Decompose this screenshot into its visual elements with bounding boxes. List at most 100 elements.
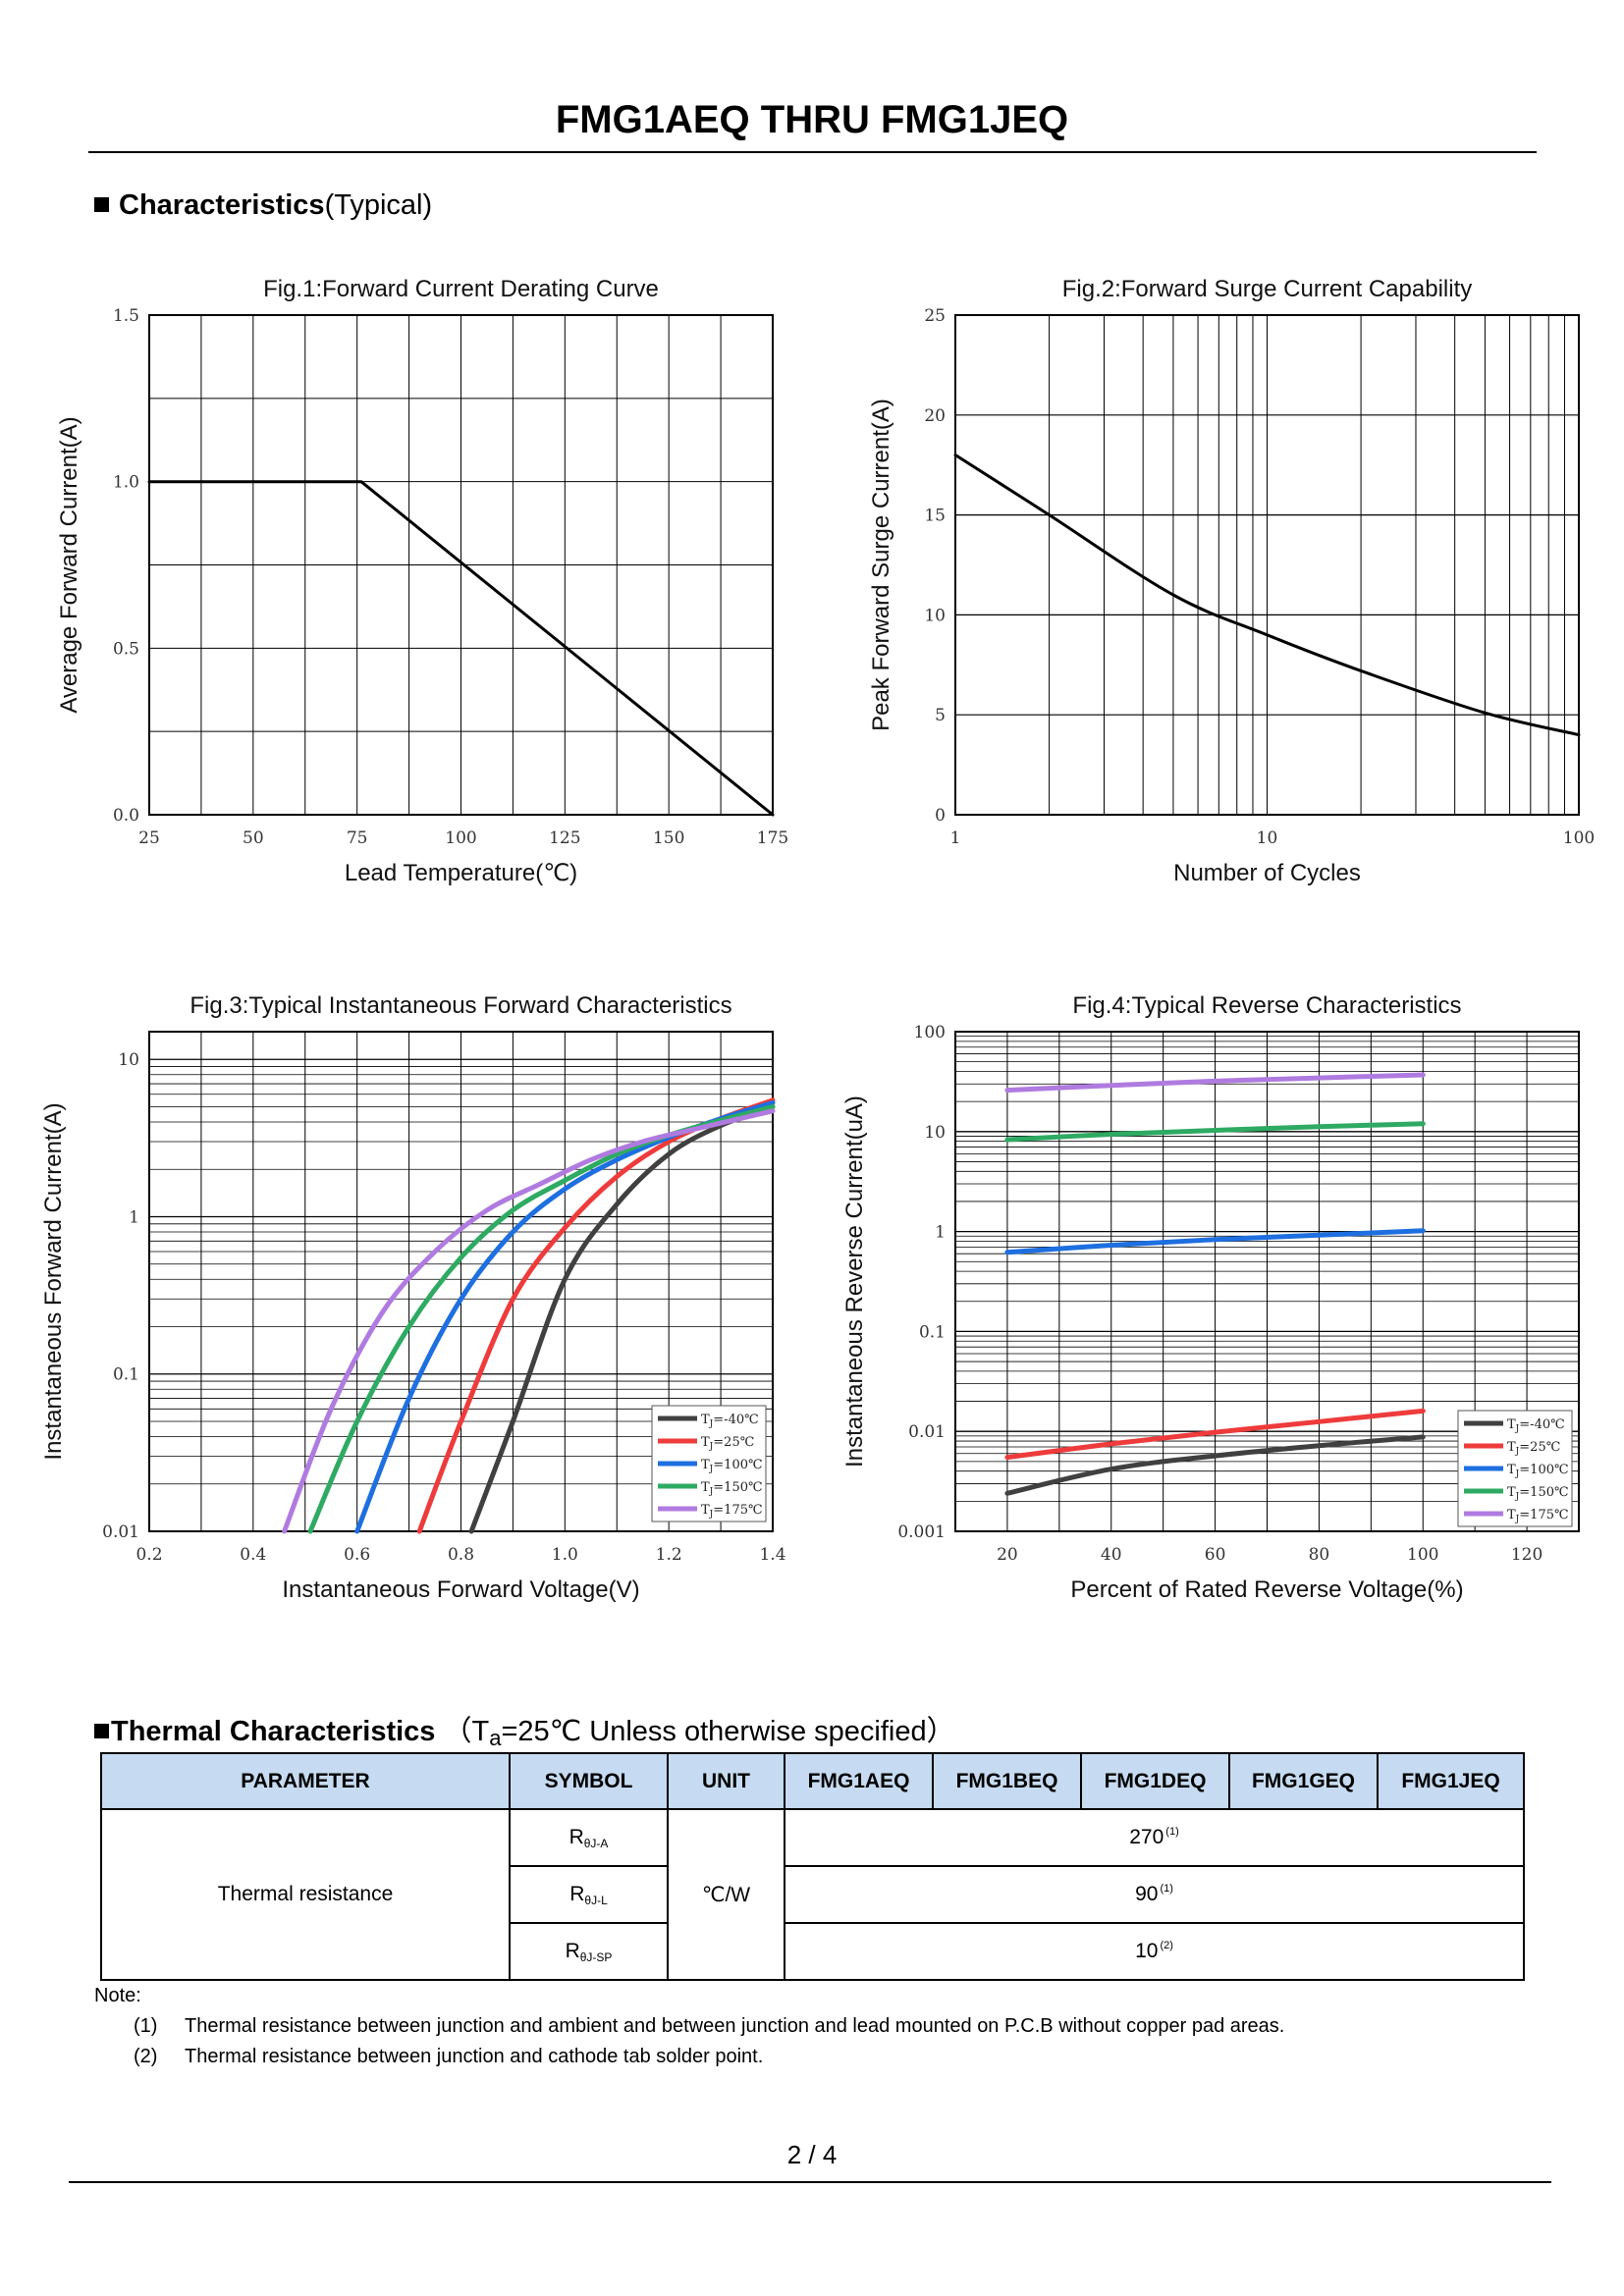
legend-label: TJ=-40℃	[701, 1413, 759, 1429]
legend-subscript: J	[1515, 1424, 1520, 1434]
symbol-cell: RθJ-A	[509, 1808, 669, 1867]
x-tick-label: 1	[950, 828, 961, 848]
header-fmg1aeq: FMG1AEQ	[784, 1752, 934, 1810]
header-parameter: PARAMETER	[100, 1752, 511, 1810]
x-tick-label: 50	[243, 828, 264, 848]
x-tick-label: 100	[445, 828, 476, 848]
section-characteristics-normal: (Typical)	[324, 189, 433, 221]
legend-temp: =100℃	[1519, 1463, 1568, 1477]
note-text: Thermal resistance between junction and …	[185, 2046, 764, 2067]
value-text: 90	[1135, 1883, 1159, 1905]
header-symbol: SYMBOL	[509, 1752, 669, 1810]
y-tick-label: 25	[924, 306, 946, 326]
legend-subscript: J	[1515, 1447, 1520, 1457]
legend-temp: =-40℃	[713, 1413, 758, 1427]
x-tick-label: 0.2	[135, 1545, 162, 1565]
value-cell: 10 (2)	[784, 1922, 1525, 1981]
legend-prefix: T	[701, 1503, 710, 1518]
x-tick-label: 10	[1257, 828, 1278, 848]
x-tick-label: 120	[1511, 1545, 1543, 1565]
x-tick-label: 0.6	[344, 1545, 370, 1565]
title-rule	[88, 151, 1537, 153]
x-tick-label: 25	[138, 828, 160, 848]
y-tick-label: 0.1	[919, 1322, 946, 1342]
header-unit: UNIT	[667, 1752, 785, 1810]
y-axis-label: Instantaneous Reverse Current(uA)	[841, 1095, 868, 1468]
legend-label: TJ=100℃	[701, 1458, 763, 1474]
y-tick-label: 0.01	[102, 1522, 139, 1542]
legend-subscript: J	[1515, 1515, 1520, 1524]
symbol-letter: R	[569, 1882, 585, 1905]
y-tick-label: 0	[935, 806, 946, 826]
y-tick-label: 5	[935, 706, 946, 725]
y-tick-label: 20	[924, 406, 946, 426]
y-tick-label: 1.0	[113, 473, 139, 493]
legend-prefix: T	[1507, 1485, 1516, 1500]
note-number: (2)	[134, 2046, 158, 2067]
header-fmg1jeq: FMG1JEQ	[1377, 1752, 1525, 1810]
y-tick-label: 0.1	[113, 1365, 139, 1385]
header-fmg1deq: FMG1DEQ	[1080, 1752, 1230, 1810]
legend-prefix: T	[1507, 1440, 1516, 1455]
y-tick-label: 1.5	[113, 306, 139, 326]
value-text: 270	[1129, 1826, 1164, 1848]
legend-temp: =-40℃	[1519, 1417, 1564, 1432]
y-tick-label: 1	[129, 1207, 139, 1227]
condition-prefix: （T	[443, 1716, 490, 1747]
y-tick-label: 10	[924, 606, 946, 625]
note-reference: (1)	[1165, 1826, 1179, 1838]
x-tick-label: 1.4	[759, 1545, 785, 1565]
symbol-cell: RθJ-SP	[509, 1922, 669, 1981]
condition-subscript: a	[489, 1726, 502, 1750]
legend-subscript: J	[709, 1487, 714, 1497]
condition-rest: =25℃ Unless otherwise specified）	[501, 1716, 955, 1747]
derating-series-line	[147, 480, 775, 817]
thermal-table: PARAMETER SYMBOL UNIT FMG1AEQ FMG1BEQ FM…	[100, 1752, 1525, 1981]
legend-label: TJ=150℃	[701, 1480, 763, 1497]
y-tick-label: 100	[914, 1023, 946, 1042]
parameter-cell: Thermal resistance	[100, 1808, 511, 1981]
symbol-cell: RθJ-L	[509, 1865, 669, 1924]
y-tick-label: 0.0	[113, 806, 139, 826]
x-axis-label: Lead Temperature(℃)	[345, 860, 577, 886]
symbol-subscript: θJ-SP	[579, 1949, 613, 1964]
fig3-chart: Fig.3:Typical Instantaneous Forward Char…	[40, 992, 786, 1603]
legend-temp: =150℃	[713, 1480, 762, 1495]
legend-label: TJ=175℃	[1507, 1508, 1569, 1524]
legend-label: TJ=100℃	[1507, 1463, 1569, 1479]
legend-subscript: J	[709, 1465, 714, 1474]
x-tick-label: 1.2	[656, 1545, 682, 1565]
legend-prefix: T	[1507, 1463, 1516, 1477]
y-tick-label: 0.001	[897, 1522, 946, 1542]
legend-temp: =150℃	[1519, 1485, 1568, 1500]
forward-series-line	[282, 1108, 776, 1534]
x-tick-label: 60	[1205, 1545, 1226, 1565]
x-tick-label: 0.8	[448, 1545, 474, 1565]
chart-title: Fig.2:Forward Surge Current Capability	[1062, 276, 1473, 302]
value-text: 10	[1135, 1940, 1159, 1962]
legend-label: TJ=25℃	[1507, 1440, 1560, 1457]
plot-frame	[148, 1031, 774, 1532]
chart-title: Fig.3:Typical Instantaneous Forward Char…	[189, 992, 731, 1019]
footer-rule	[69, 2181, 1551, 2183]
plot-frame	[148, 314, 774, 816]
symbol-letter: R	[565, 1939, 580, 1962]
x-tick-label: 175	[757, 828, 788, 848]
x-tick-label: 125	[549, 828, 580, 848]
notes: Note: (1) Thermal resistance between junc…	[94, 1981, 1284, 2072]
notes-label: Note:	[94, 1985, 141, 2006]
y-tick-label: 15	[924, 507, 946, 526]
section-characteristics-heading: Characteristics(Typical)	[94, 189, 432, 222]
reverse-series-line	[1004, 1072, 1426, 1094]
table-row: Thermal resistance RθJ-A ℃/W 270 (1)	[100, 1808, 1525, 1981]
x-tick-label: 100	[1407, 1545, 1438, 1565]
y-axis-label: Peak Forward Surge Current(A)	[868, 399, 894, 731]
reverse-series-line	[1004, 1228, 1426, 1255]
table-row: RθJ-SP 10 (2)	[101, 1922, 1525, 1981]
legend-label: TJ=150℃	[1507, 1485, 1569, 1502]
y-tick-label: 10	[924, 1123, 946, 1143]
chart-title: Fig.4:Typical Reverse Characteristics	[1072, 992, 1461, 1019]
symbol-subscript: θJ-L	[584, 1893, 608, 1907]
chart-title: Fig.1:Forward Current Derating Curve	[263, 276, 659, 302]
x-tick-label: 1.0	[552, 1545, 578, 1565]
